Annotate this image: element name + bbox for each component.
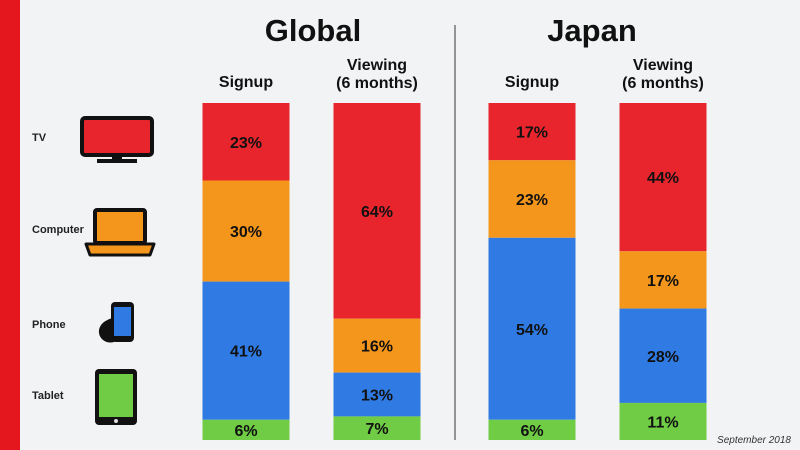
device-label-computer: Computer <box>32 224 85 236</box>
bar-segment-global-0-phone <box>202 281 290 420</box>
bar-segment-japan-1-tv <box>619 103 707 252</box>
bar-segment-japan-0-phone <box>488 237 576 420</box>
chart-title-global: Global <box>265 13 361 48</box>
bar-segment-japan-1-tablet <box>619 402 707 440</box>
bar-segment-global-1-tv <box>333 103 421 319</box>
bar-segment-japan-0-tv <box>488 103 576 161</box>
bar-segment-global-1-tablet <box>333 416 421 440</box>
accent-strip <box>0 0 20 450</box>
bar-segment-global-0-tv <box>202 103 290 181</box>
tablet-icon <box>95 369 137 425</box>
phone-icon <box>98 302 134 343</box>
data-label-japan-1-phone: 28% <box>647 349 679 366</box>
data-label-global-1-tablet: 7% <box>365 421 388 438</box>
bar-segment-japan-1-phone <box>619 308 707 403</box>
data-label-japan-0-computer: 23% <box>516 192 548 209</box>
column-label-global-0: Signup <box>219 74 273 91</box>
data-label-global-1-computer: 16% <box>361 339 393 356</box>
data-label-japan-0-tablet: 6% <box>520 423 543 440</box>
data-label-global-1-tv: 64% <box>361 204 393 221</box>
device-label-tv: TV <box>32 132 47 144</box>
data-label-global-0-computer: 30% <box>230 224 262 241</box>
column-label-global-1: Viewing (6 months) <box>336 57 418 92</box>
data-label-japan-1-computer: 17% <box>647 273 679 290</box>
bar-segment-global-0-tablet <box>202 419 290 440</box>
data-label-japan-1-tablet: 11% <box>647 414 678 431</box>
data-label-global-0-tablet: 6% <box>234 423 257 440</box>
laptop-icon <box>84 208 156 257</box>
device-label-phone: Phone <box>32 319 66 331</box>
bar-segment-japan-1-computer <box>619 251 707 309</box>
device-label-tablet: Tablet <box>32 390 64 402</box>
data-label-global-0-phone: 41% <box>230 344 262 361</box>
data-label-japan-0-tv: 17% <box>516 125 548 142</box>
data-label-global-1-phone: 13% <box>361 388 393 405</box>
column-label-japan-1: Viewing (6 months) <box>622 57 704 92</box>
footnote: September 2018 <box>717 435 791 446</box>
column-label-japan-0: Signup <box>505 74 559 91</box>
data-label-japan-0-phone: 54% <box>516 322 548 339</box>
data-label-japan-1-tv: 44% <box>647 170 679 187</box>
bar-segment-global-1-phone <box>333 372 421 417</box>
bar-segment-global-0-computer <box>202 180 290 282</box>
tv-icon <box>80 116 154 163</box>
bar-segment-global-1-computer <box>333 318 421 373</box>
bar-segment-japan-0-computer <box>488 160 576 238</box>
bar-segment-japan-0-tablet <box>488 419 576 440</box>
chart-title-japan: Japan <box>547 13 637 48</box>
bars-layer: Signup 23% 30% 41% 6% Viewing (6 months) 64% 16%… <box>202 57 707 440</box>
data-label-global-0-tv: 23% <box>230 135 262 152</box>
